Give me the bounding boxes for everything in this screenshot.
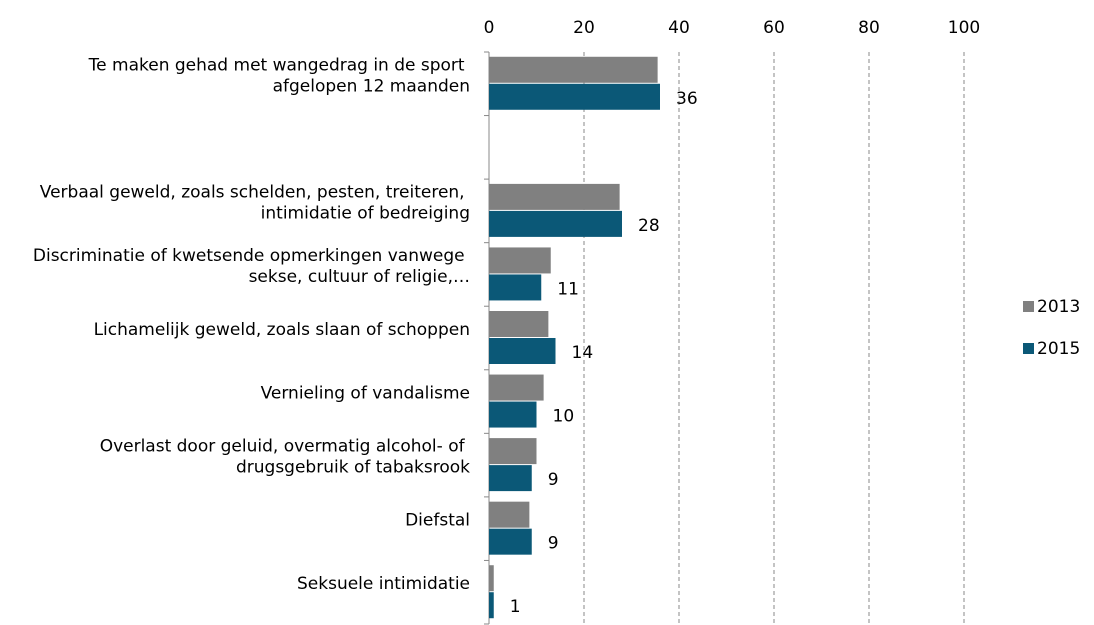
y-tick-label: Seksuele intimidatie: [297, 574, 470, 594]
x-tick-label: 0: [484, 18, 495, 38]
data-label: 28: [638, 216, 660, 236]
legend-swatch: [1023, 343, 1034, 354]
y-tick-label: Vernieling of vandalisme: [261, 384, 470, 404]
bar: [489, 528, 532, 555]
data-label: 11: [557, 279, 579, 299]
bar: [489, 274, 542, 301]
x-tick-label: 80: [858, 18, 880, 38]
x-tick-label: 40: [668, 18, 690, 38]
data-label: 1: [510, 597, 521, 617]
bar: [489, 247, 551, 274]
bar: [489, 438, 537, 465]
y-tick-label: Discriminatie of kwetsende opmerkingen v…: [33, 246, 470, 287]
bar: [489, 210, 622, 237]
x-tick-label: 60: [763, 18, 785, 38]
bar: [489, 311, 549, 337]
legend-swatch: [1023, 301, 1034, 312]
data-label: 10: [553, 407, 575, 427]
bar: [489, 565, 494, 592]
legend-label: 2013: [1037, 297, 1080, 317]
y-tick-label: Verbaal geweld, zoals schelden, pesten, …: [40, 182, 470, 223]
bar: [489, 374, 544, 401]
bar: [489, 465, 532, 492]
y-tick-label: Overlast door geluid, overmatig alcohol-…: [100, 437, 470, 478]
x-tick-label: 100: [948, 18, 980, 38]
data-label: 9: [548, 470, 559, 490]
bar: [489, 83, 660, 110]
bar: [489, 56, 658, 83]
y-tick-label: Lichamelijk geweld, zoals slaan of schop…: [94, 320, 470, 340]
bar: [489, 401, 537, 428]
y-tick-label: Te maken gehad met wangedrag in de sport…: [88, 55, 470, 96]
legend-label: 2015: [1037, 339, 1080, 359]
data-label: 9: [548, 534, 559, 554]
y-tick-label: Diefstal: [405, 511, 470, 531]
bar: [489, 338, 556, 364]
bar: [489, 183, 620, 210]
data-label: 36: [676, 89, 698, 109]
x-tick-label: 20: [573, 18, 595, 38]
bar: [489, 592, 494, 619]
bar: [489, 501, 530, 528]
data-label: 14: [572, 343, 594, 363]
